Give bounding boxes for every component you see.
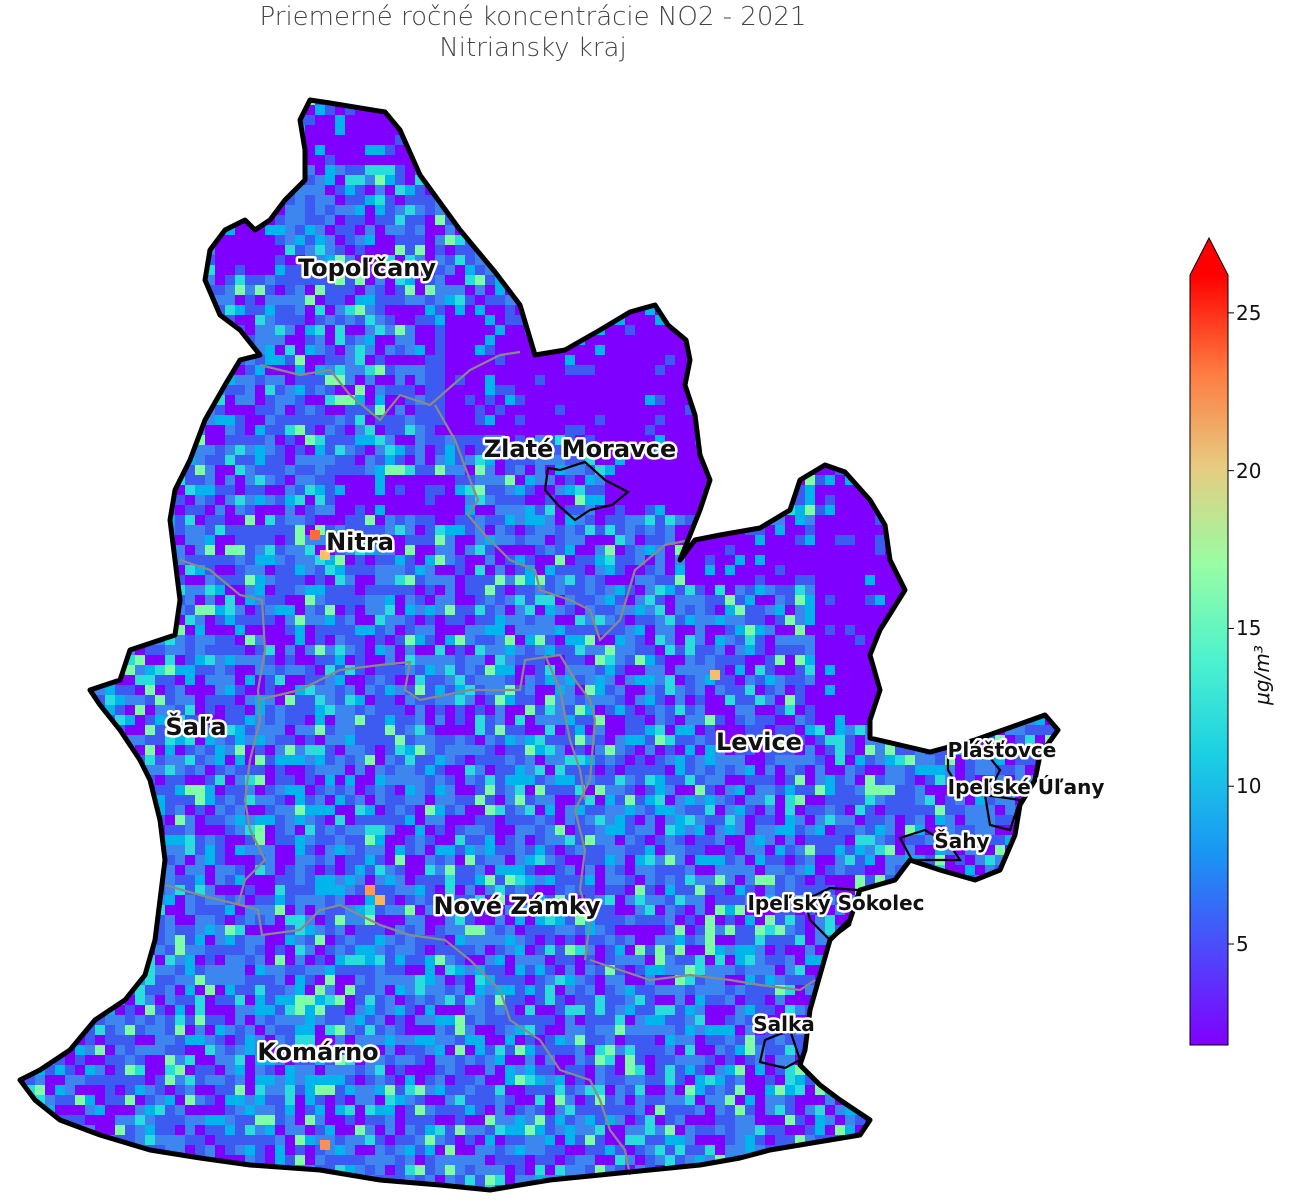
label-plastovce: Plášťovce	[948, 738, 1057, 762]
concentration-heatmap	[20, 100, 1058, 1190]
heatmap-hotspot	[365, 885, 375, 895]
colorbar-unit-label: μg/m³	[1250, 645, 1274, 705]
colorbar-tick-marks	[1228, 312, 1234, 945]
heatmap-hotspot	[330, 540, 340, 550]
border-sala-komarno	[164, 883, 632, 1176]
border-nitra-nz	[257, 653, 597, 961]
colorbar-frame	[1189, 236, 1229, 1046]
map-title-line2: Nitriansky kraj	[439, 33, 627, 63]
heatmap-hotspot	[310, 530, 320, 540]
label-topolcany: Topoľčany	[298, 254, 436, 282]
colorbar-tick-label: 5	[1236, 932, 1249, 957]
border-nitra-sala	[179, 558, 267, 906]
map-title-line1: Priemerné ročné koncentrácie NO2 - 2021	[259, 2, 807, 32]
label-nitra: Nitra	[326, 528, 394, 556]
border-salka	[758, 1028, 802, 1070]
heatmap-hotspot	[710, 670, 720, 680]
border-topolcany-nitra	[259, 350, 521, 422]
colorbar-tick-label: 10	[1236, 774, 1262, 799]
colorbar-gradient	[1190, 275, 1228, 1045]
label-ipelsky-sokolec: Ipeľský Sokolec	[747, 891, 924, 915]
label-sahy: Šahy	[934, 829, 989, 853]
district-borders	[164, 350, 816, 1176]
label-zlate-moravce: Zlaté Moravce	[484, 435, 676, 463]
border-nz-levice	[543, 654, 587, 801]
heatmap-hotspot	[375, 895, 385, 905]
district-labels: Topoľčany Zlaté Moravce Nitra Šaľa Levic…	[163, 252, 1107, 1069]
colorbar-tick-label: 25	[1236, 300, 1262, 325]
colorbar	[1189, 236, 1234, 1046]
border-zlate-moravce-town	[543, 460, 630, 522]
heatmap-hotspot	[320, 1140, 330, 1150]
map-title: Priemerné ročné koncentrácie NO2 - 2021 …	[0, 2, 1066, 64]
label-salka: Salka	[753, 1012, 815, 1036]
border-zm-nitra	[434, 404, 691, 643]
border-ipelsky-sokolec	[803, 886, 860, 942]
colorbar-extend-arrow	[1190, 238, 1228, 275]
label-levice: Levice	[716, 728, 802, 756]
label-nove-zamky: Nové Zámky	[433, 892, 600, 920]
border-nz-levice-south	[589, 958, 816, 992]
colorbar-tick-label: 20	[1236, 458, 1262, 483]
label-sala: Šaľa	[165, 711, 226, 741]
label-ipelske-ulany: Ipeľské Úľany	[948, 775, 1105, 799]
colorbar-tick-label: 15	[1236, 616, 1262, 641]
heatmap-hotspot	[320, 550, 330, 560]
label-komarno: Komárno	[257, 1038, 378, 1066]
border-ipelske-ulany	[983, 793, 1022, 832]
